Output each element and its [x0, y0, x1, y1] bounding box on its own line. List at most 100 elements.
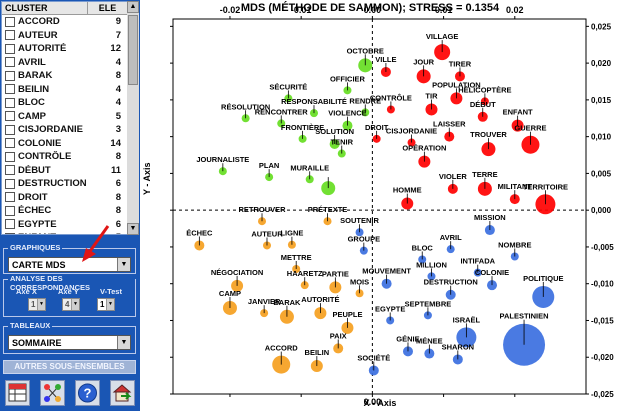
- axe-y-select[interactable]: 4 ▼: [62, 298, 80, 311]
- point-label: AUTORITÉ: [301, 295, 339, 304]
- cluster-checkbox[interactable]: [5, 192, 15, 203]
- vtest-value: 1: [100, 300, 105, 309]
- cluster-row[interactable]: CONTRÔLE 8: [2, 150, 127, 164]
- point-label: JOURNALISTE: [196, 155, 249, 164]
- cluster-checkbox[interactable]: [5, 84, 15, 95]
- data-point: [309, 109, 318, 118]
- autres-sous-ensembles-button[interactable]: AUTRES SOUS-ENSEMBLES: [3, 360, 136, 374]
- cluster-row[interactable]: ENFANT5: [2, 231, 127, 234]
- column-header-cluster[interactable]: CLUSTER: [2, 2, 88, 14]
- cluster-checkbox[interactable]: [5, 151, 15, 162]
- cluster-row[interactable]: AUTEUR 7: [2, 29, 127, 43]
- cluster-row[interactable]: DROIT 8: [2, 191, 127, 205]
- point-label: TERRITOIRE: [523, 182, 568, 191]
- cluster-checkbox[interactable]: [5, 232, 15, 234]
- table-icon: [8, 383, 27, 402]
- point-label: CISJORDANIE: [386, 127, 437, 136]
- point-label: SEPTEMBRE: [405, 299, 452, 308]
- data-point: [452, 354, 463, 365]
- cluster-row[interactable]: COLONIE 14: [2, 137, 127, 151]
- point-label: VIOLENCE: [328, 109, 366, 118]
- cluster-checkbox[interactable]: [5, 165, 15, 176]
- y-tick-label: 0,000: [591, 206, 612, 215]
- graphiques-group: GRAPHIQUES CARTE MDS ▼: [3, 243, 136, 274]
- point-label: VILLE: [375, 55, 396, 64]
- point-label: ISRAËL: [453, 315, 481, 324]
- y-tick-label: 0,020: [591, 59, 612, 68]
- point-label: MURAILLE: [290, 163, 329, 172]
- axe-y-label: Axe Y: [58, 287, 79, 296]
- cluster-row[interactable]: BARAK 8: [2, 69, 127, 83]
- cluster-row[interactable]: AUTORITÉ 12: [2, 42, 127, 56]
- point-label: VILLAGE: [426, 32, 459, 41]
- tableaux-select[interactable]: SOMMAIRE ▼: [8, 335, 131, 350]
- cluster-row[interactable]: DÉBUT 11: [2, 164, 127, 178]
- point-label: RENDRE: [349, 96, 381, 105]
- cluster-checkbox[interactable]: [5, 178, 15, 189]
- cluster-checkbox[interactable]: [5, 205, 15, 216]
- cluster-scrollbar[interactable]: ▲ ▼: [127, 1, 139, 235]
- cluster-row[interactable]: ÉCHEC 8: [2, 204, 127, 218]
- cluster-checkbox[interactable]: [5, 111, 15, 122]
- chevron-down-icon[interactable]: ▼: [117, 336, 130, 349]
- cluster-row[interactable]: EGYPTE 6: [2, 218, 127, 232]
- export-button[interactable]: [110, 380, 135, 406]
- graphiques-select[interactable]: CARTE MDS ▼: [8, 257, 131, 272]
- data-point: [277, 119, 286, 128]
- vtest-select[interactable]: 1 ▼: [97, 298, 115, 311]
- data-point: [418, 255, 427, 264]
- data-point: [222, 300, 237, 315]
- point-label: TIRER: [449, 59, 472, 68]
- chevron-down-icon[interactable]: ▼: [37, 299, 45, 310]
- cluster-count: 5: [115, 110, 121, 122]
- cluster-count: 4: [115, 56, 121, 68]
- scroll-thumb[interactable]: [128, 15, 138, 85]
- data-point: [287, 240, 296, 249]
- scroll-down-icon[interactable]: ▼: [127, 223, 139, 235]
- chevron-down-icon[interactable]: ▼: [71, 299, 79, 310]
- data-point: [423, 311, 432, 320]
- cluster-checkbox[interactable]: [5, 124, 15, 135]
- data-point: [480, 97, 489, 106]
- point-label: MÉNEE: [416, 337, 443, 346]
- point-label: JOUR: [413, 57, 434, 66]
- cluster-checkbox[interactable]: [5, 16, 15, 27]
- cluster-row[interactable]: ACCORD 9: [2, 15, 127, 29]
- help-button[interactable]: ?: [75, 380, 100, 406]
- axe-x-label: Axe X: [16, 287, 37, 296]
- cluster-row[interactable]: BEILIN 4: [2, 83, 127, 97]
- column-header-count[interactable]: ELE: [98, 3, 117, 13]
- cluster-checkbox[interactable]: [5, 219, 15, 230]
- cluster-row[interactable]: CAMP 5: [2, 110, 127, 124]
- cluster-checkbox[interactable]: [5, 57, 15, 68]
- network-button[interactable]: [40, 380, 65, 406]
- point-label: ENFANT: [503, 108, 533, 117]
- point-label: CONTRÔLE: [370, 93, 412, 102]
- cluster-checkbox[interactable]: [5, 70, 15, 81]
- data-point: [424, 348, 435, 359]
- cluster-row[interactable]: CISJORDANIE 3: [2, 123, 127, 137]
- data-point: [386, 316, 395, 325]
- cluster-count: 8: [115, 205, 121, 217]
- cluster-row[interactable]: DESTRUCTION 6: [2, 177, 127, 191]
- cluster-checkbox[interactable]: [5, 97, 15, 108]
- cluster-checkbox[interactable]: [5, 138, 15, 149]
- tableaux-group: TABLEAUX SOMMAIRE ▼: [3, 321, 136, 354]
- point-label: LIGNE: [280, 229, 303, 238]
- table-button[interactable]: [5, 380, 30, 406]
- scroll-up-icon[interactable]: ▲: [127, 1, 139, 13]
- chevron-down-icon[interactable]: ▼: [106, 299, 114, 310]
- analyse-group: ANALYSE DES CORRESPONDANCES Axe X Axe Y …: [3, 274, 136, 317]
- y-tick-label: 0,015: [591, 96, 612, 105]
- cluster-row[interactable]: AVRIL 4: [2, 56, 127, 70]
- point-label: PARTIE: [322, 269, 349, 278]
- data-point: [321, 181, 336, 196]
- cluster-count: 6: [115, 218, 121, 230]
- cluster-row[interactable]: BLOC 4: [2, 96, 127, 110]
- chevron-down-icon[interactable]: ▼: [117, 258, 130, 271]
- cluster-checkbox[interactable]: [5, 30, 15, 41]
- data-point: [521, 135, 540, 154]
- axe-x-select[interactable]: 1 ▼: [28, 298, 46, 311]
- cluster-checkbox[interactable]: [5, 43, 15, 54]
- point-label: ACCORD: [265, 344, 298, 353]
